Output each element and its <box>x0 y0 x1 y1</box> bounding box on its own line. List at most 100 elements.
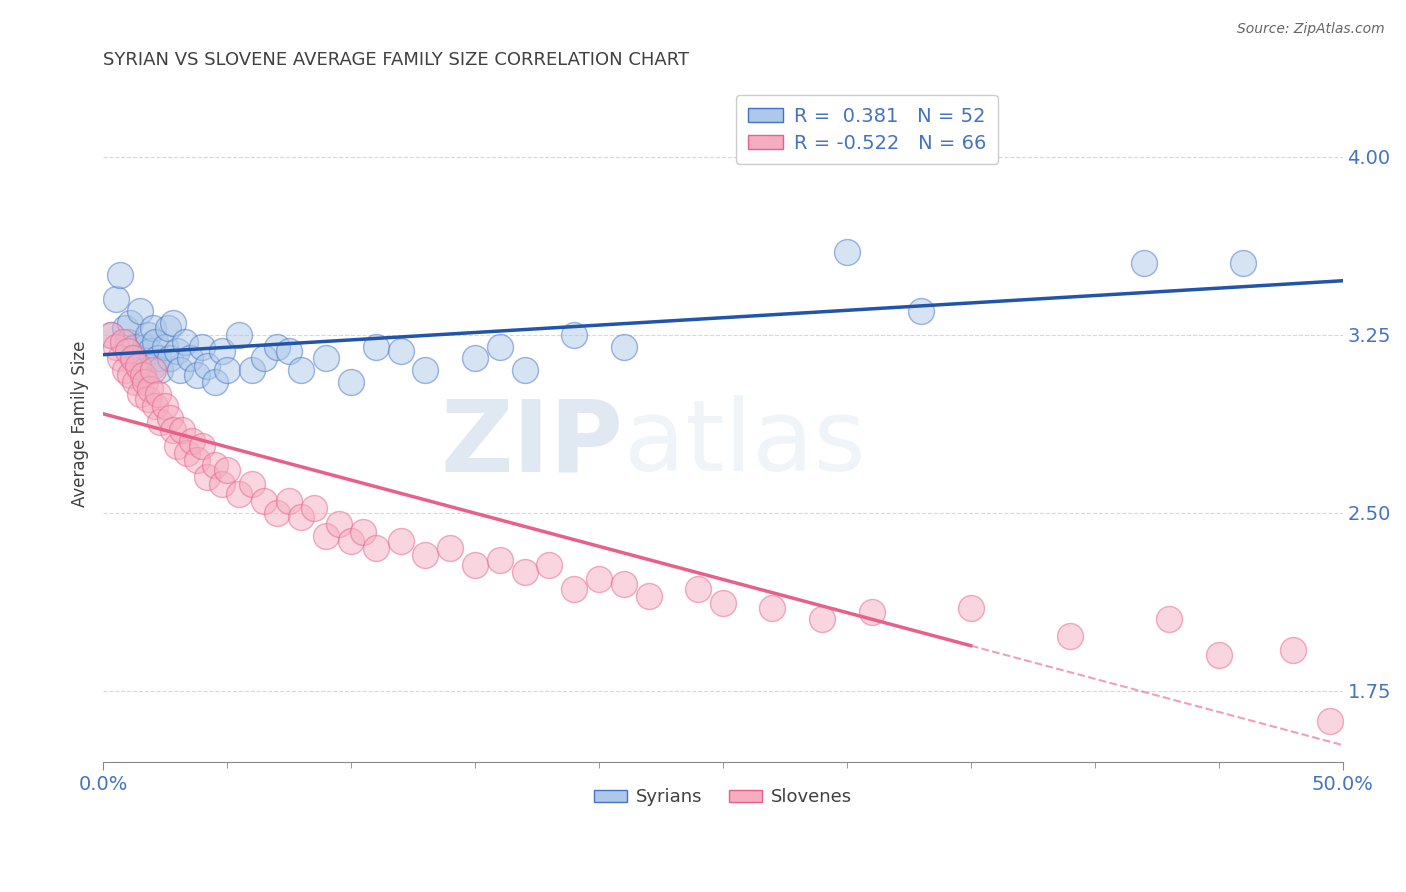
Point <box>191 339 214 353</box>
Point <box>181 434 204 449</box>
Point <box>240 363 263 377</box>
Point <box>352 524 374 539</box>
Point <box>117 334 139 349</box>
Point <box>143 334 166 349</box>
Point <box>959 600 981 615</box>
Point <box>439 541 461 556</box>
Point <box>136 327 159 342</box>
Point <box>340 534 363 549</box>
Point <box>562 327 585 342</box>
Point <box>146 387 169 401</box>
Point <box>162 423 184 437</box>
Point <box>389 344 412 359</box>
Point <box>129 363 152 377</box>
Point <box>464 558 486 572</box>
Point <box>637 589 659 603</box>
Point <box>134 339 156 353</box>
Point <box>124 339 146 353</box>
Point <box>513 565 536 579</box>
Point <box>122 351 145 366</box>
Y-axis label: Average Family Size: Average Family Size <box>72 341 89 507</box>
Point <box>415 549 437 563</box>
Point <box>142 363 165 377</box>
Legend: Syrians, Slovenes: Syrians, Slovenes <box>586 781 859 814</box>
Point <box>290 510 312 524</box>
Point <box>120 368 142 382</box>
Point <box>389 534 412 549</box>
Point <box>217 363 239 377</box>
Point <box>153 339 176 353</box>
Point <box>110 268 132 283</box>
Text: atlas: atlas <box>624 395 865 492</box>
Point <box>860 605 883 619</box>
Point <box>100 327 122 342</box>
Point <box>253 493 276 508</box>
Point <box>1319 714 1341 729</box>
Point <box>315 529 337 543</box>
Point <box>149 363 172 377</box>
Text: SYRIAN VS SLOVENE AVERAGE FAMILY SIZE CORRELATION CHART: SYRIAN VS SLOVENE AVERAGE FAMILY SIZE CO… <box>103 51 689 69</box>
Point <box>315 351 337 366</box>
Point <box>169 363 191 377</box>
Point <box>110 351 132 366</box>
Point <box>195 359 218 373</box>
Point <box>302 500 325 515</box>
Point <box>613 339 636 353</box>
Point <box>204 375 226 389</box>
Point <box>136 392 159 406</box>
Point <box>1232 256 1254 270</box>
Point <box>139 344 162 359</box>
Point <box>278 344 301 359</box>
Point <box>761 600 783 615</box>
Point <box>127 359 149 373</box>
Point <box>104 339 127 353</box>
Point <box>166 344 188 359</box>
Point <box>278 493 301 508</box>
Point <box>172 423 194 437</box>
Point <box>174 334 197 349</box>
Point <box>1059 629 1081 643</box>
Point <box>910 304 932 318</box>
Point <box>139 382 162 396</box>
Point <box>100 327 122 342</box>
Point <box>211 344 233 359</box>
Point <box>688 582 710 596</box>
Point <box>1282 643 1305 657</box>
Point <box>176 446 198 460</box>
Point <box>142 320 165 334</box>
Point <box>240 477 263 491</box>
Point <box>711 596 734 610</box>
Point <box>134 375 156 389</box>
Point <box>129 387 152 401</box>
Point <box>159 410 181 425</box>
Point <box>195 470 218 484</box>
Point <box>114 320 136 334</box>
Point <box>811 612 834 626</box>
Point <box>153 399 176 413</box>
Point <box>124 375 146 389</box>
Point <box>1159 612 1181 626</box>
Point <box>613 576 636 591</box>
Point <box>191 439 214 453</box>
Point <box>340 375 363 389</box>
Point <box>488 339 510 353</box>
Point <box>464 351 486 366</box>
Point <box>562 582 585 596</box>
Point <box>120 316 142 330</box>
Point <box>104 292 127 306</box>
Point <box>143 399 166 413</box>
Point <box>122 351 145 366</box>
Point <box>266 506 288 520</box>
Point <box>513 363 536 377</box>
Point <box>162 316 184 330</box>
Point <box>588 572 610 586</box>
Point <box>186 453 208 467</box>
Point <box>364 541 387 556</box>
Point <box>111 334 134 349</box>
Point <box>835 244 858 259</box>
Point <box>132 368 155 382</box>
Point <box>211 477 233 491</box>
Text: Source: ZipAtlas.com: Source: ZipAtlas.com <box>1237 22 1385 37</box>
Point <box>149 416 172 430</box>
Point <box>166 439 188 453</box>
